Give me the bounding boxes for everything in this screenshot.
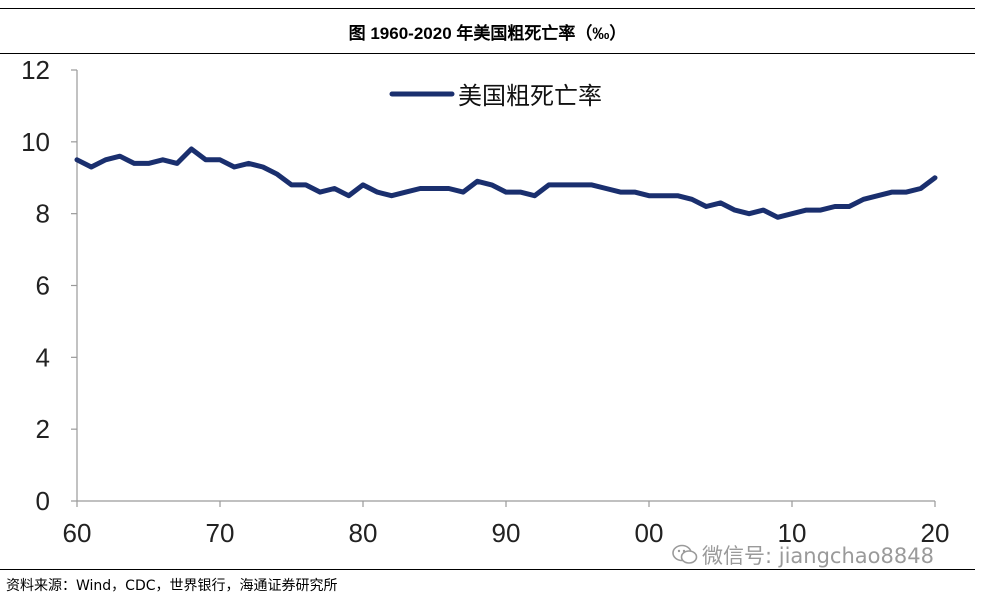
- y-tick-label: 2: [36, 414, 50, 444]
- line-chart: 0 2 4 6 8 10 12 60 70 80 90 00 10 20 美国粗死亡率: [21, 55, 949, 548]
- x-tick-label: 70: [206, 518, 235, 548]
- y-tick-label: 10: [21, 127, 50, 157]
- wechat-icon: [672, 544, 698, 566]
- y-tick-label: 6: [36, 271, 50, 301]
- x-tick-label: 90: [492, 518, 521, 548]
- figure-title: 图 1960-2020 年美国粗死亡率（‰）: [0, 8, 975, 54]
- x-tick-label: 60: [63, 518, 92, 548]
- y-tick-label: 12: [21, 55, 50, 85]
- legend-label: 美国粗死亡率: [458, 82, 602, 110]
- series-line: [74, 146, 938, 220]
- chart-axes: [76, 70, 935, 502]
- y-tick-label: 0: [36, 486, 50, 516]
- chart-ticks: 0 2 4 6 8 10 12 60 70 80 90 00 10 20: [21, 55, 949, 548]
- x-tick-label: 10: [778, 518, 807, 548]
- watermark: 微信号: jiangchao8848: [672, 540, 934, 570]
- x-tick-label: 00: [635, 518, 664, 548]
- watermark-text: 微信号: jiangchao8848: [702, 544, 934, 568]
- y-tick-label: 4: [36, 342, 50, 372]
- x-tick-label: 20: [921, 518, 950, 548]
- source-note: 资料来源：Wind，CDC，世界银行，海通证券研究所: [0, 569, 975, 599]
- y-tick-label: 8: [36, 199, 50, 229]
- chart-series: [74, 146, 938, 220]
- x-tick-label: 80: [349, 518, 378, 548]
- chart-legend: 美国粗死亡率: [389, 82, 602, 110]
